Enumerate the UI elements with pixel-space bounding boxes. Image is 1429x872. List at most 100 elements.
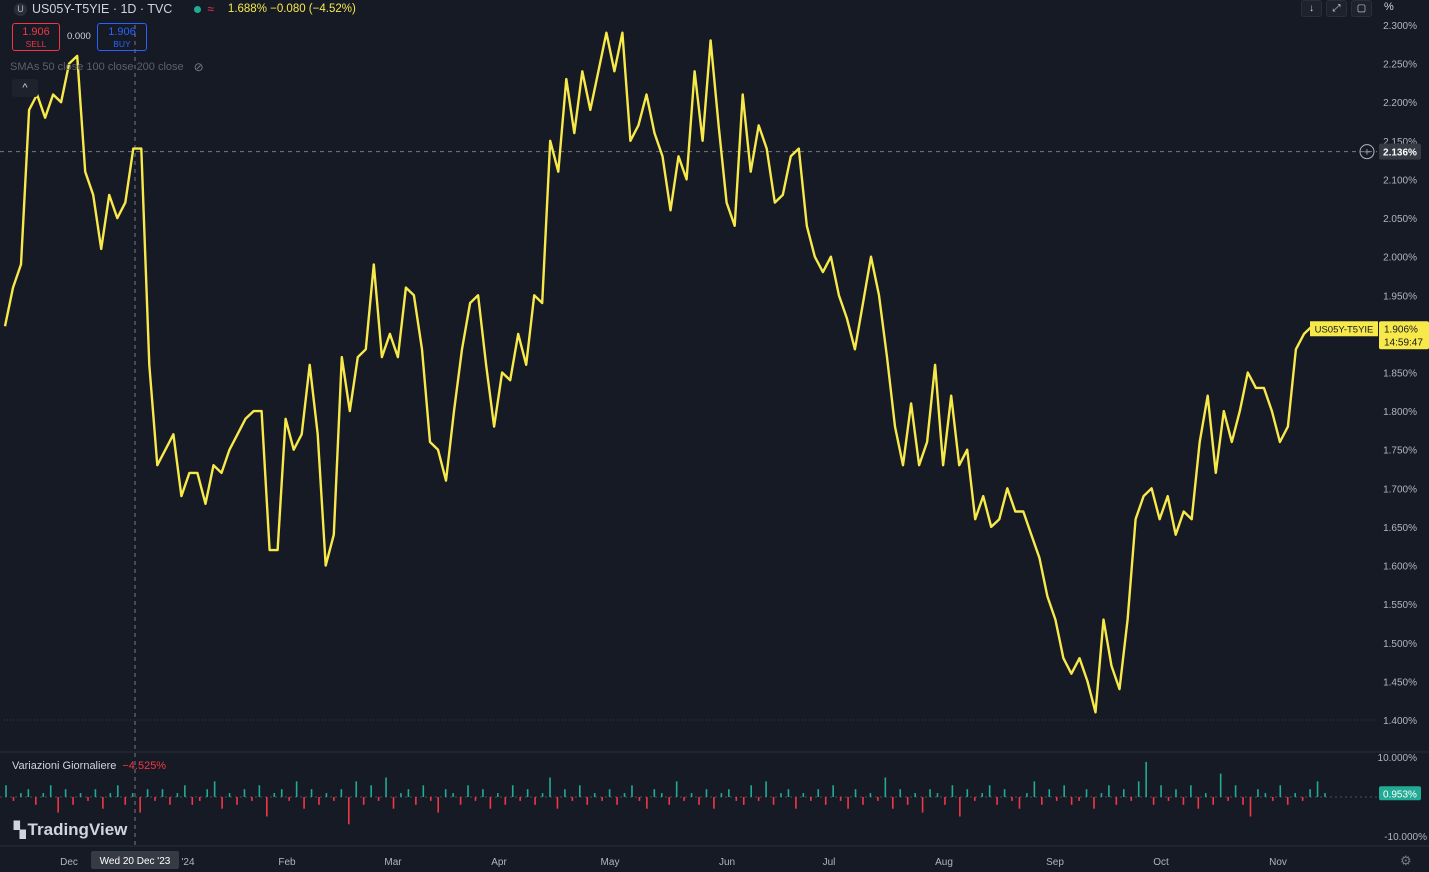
y-tick-label: 1.700% [1383,484,1417,495]
indicator-bar [877,797,879,801]
indicator-bar [951,785,954,797]
eye-off-icon[interactable]: ⊘ [193,60,204,74]
indicator-bar [847,797,849,809]
percent-scale-button[interactable]: % [1384,1,1394,13]
chevron-up-icon: ^ [22,82,28,94]
symbol-header[interactable]: U US05Y-T5YIE · 1D · TVC ≈ 1.688% −0.080… [0,0,356,18]
indicator-bar [303,797,305,809]
indicator-bar [1182,797,1185,805]
symbol-title[interactable]: US05Y-T5YIE · 1D · TVC [32,2,173,16]
indicator-bar [288,797,290,801]
indicator-bar [251,797,253,801]
indicator-bar [1115,797,1118,805]
sell-button[interactable]: 1.906 SELL [12,23,60,51]
indicator-bar [1145,761,1147,797]
indicator-bar [593,793,596,797]
price-line [3,31,1321,714]
y-tick-label: 1.800% [1383,407,1417,418]
indicator-bar [728,789,730,797]
symbol-tag: US05Y-T5YIE [1315,324,1374,335]
indicator-bar [489,797,492,809]
indicator-bar [906,797,909,805]
indicator-bar [191,797,194,805]
indicator-bar [1294,793,1296,797]
indicator-bar [280,789,283,797]
indicator-bar [1011,797,1013,801]
indicator-bar [668,797,671,805]
indicator-bar [1041,797,1043,805]
x-tick-label: Oct [1153,857,1169,868]
indicator-bar [675,781,678,797]
indicator-bar [1219,773,1222,797]
indicator-bar [139,797,141,813]
y-tick-label: 1.500% [1383,639,1417,650]
indicator-bar [1122,789,1125,797]
compare-icon[interactable]: ≈ [207,2,214,16]
indicator-legend[interactable]: Variazioni Giornaliere −4.525% [12,760,166,772]
indicator-bar [802,793,805,797]
indicator-bar [437,797,440,813]
header-quote: 1.688% −0.080 (−4.52%) [227,3,356,15]
add-alert-plus: + [1364,147,1370,159]
indicator-bar [981,793,984,797]
camera-icon: ▢ [1356,3,1367,14]
indicator-bar [534,797,536,805]
y-tick-label: 1.450% [1383,677,1417,688]
indicator-bar [340,789,343,797]
indicator-bar [72,797,74,805]
indicator-bar [176,793,179,797]
indicator-bar [385,777,387,797]
indicator-bar [243,789,246,797]
indicator-bar [705,789,708,797]
indicator-last-box [1379,786,1421,801]
indicator-bar [236,797,238,805]
y-tick-label: 1.400% [1383,716,1417,727]
download-button[interactable]: ↓ [1301,0,1322,17]
indicator-bar [988,785,991,797]
indicator-bar [1324,793,1326,797]
indicator-bar [198,797,201,801]
indicator-bar [966,789,969,797]
indicator-bar [996,797,998,805]
indicator-bar [1018,797,1021,809]
indicator-bar [169,797,171,805]
fullscreen-button[interactable]: ⤢ [1326,0,1347,17]
buy-price: 1.906 [108,26,136,38]
indicator-bar [355,781,358,797]
countdown-label: 14:59:47 [1384,337,1423,348]
indicator-bar [742,797,745,805]
indicator-bar [1197,797,1200,809]
x-tick-label: '24 [181,857,194,868]
indicator-bar [213,781,216,797]
x-tick-label: Mar [384,857,402,868]
indicator-bar [623,793,626,797]
y-tick-label: 2.050% [1383,214,1417,225]
indicator-bar [810,797,812,801]
indicator-bar [362,797,365,805]
indicator-bar [787,789,790,797]
indicator-bar [1301,797,1304,801]
snapshot-button[interactable]: ▢ [1351,0,1372,17]
crosshair-price-label: 2.136% [1383,148,1417,159]
buy-button[interactable]: 1.906 BUY [97,23,147,51]
indicator-bar [1212,797,1215,805]
indicator-value: −4.525% [122,760,167,772]
indicator-bar [1234,785,1237,797]
indicator-bar [1249,797,1252,817]
sma-legend[interactable]: SMAs 50 close 100 close 200 close ⊘ [10,60,204,74]
indicator-bar [720,793,723,797]
collapse-legend-button[interactable]: ^ [12,79,38,97]
indicator-bar [757,797,760,801]
indicator-bar [273,793,276,797]
crosshair-price-box [1379,143,1421,160]
indicator-bar [422,785,425,797]
indicator-bar [929,789,931,797]
indicator-bar [310,789,313,797]
arrow-down-icon: ↓ [1309,3,1314,14]
settings-gear-icon[interactable]: ⚙ [1400,853,1412,868]
tradingview-logo[interactable]: ▚ TradingView [14,820,127,840]
indicator-bar [631,785,633,797]
indicator-bar [20,793,22,797]
indicator-bar [713,797,715,809]
